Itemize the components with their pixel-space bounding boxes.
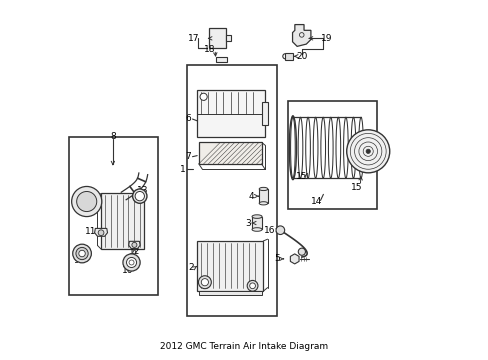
Ellipse shape <box>259 187 267 190</box>
Text: 3: 3 <box>244 219 250 228</box>
Circle shape <box>122 254 140 271</box>
Bar <box>287 101 376 209</box>
Circle shape <box>132 189 147 203</box>
Bar <box>215 57 226 62</box>
Circle shape <box>135 192 144 201</box>
Ellipse shape <box>251 228 262 231</box>
Text: 1: 1 <box>180 165 185 174</box>
Text: 17: 17 <box>187 34 199 43</box>
Polygon shape <box>94 228 107 236</box>
Text: 5: 5 <box>273 255 279 264</box>
Circle shape <box>73 244 91 263</box>
Circle shape <box>77 192 97 212</box>
Text: 2012 GMC Terrain Air Intake Diagram: 2012 GMC Terrain Air Intake Diagram <box>160 342 328 351</box>
Text: 14: 14 <box>310 197 321 206</box>
Polygon shape <box>292 24 310 46</box>
Text: 2: 2 <box>188 264 194 273</box>
Text: 12: 12 <box>128 247 140 256</box>
Text: 15: 15 <box>350 183 362 192</box>
Text: 8: 8 <box>110 132 116 141</box>
Circle shape <box>200 93 207 100</box>
Circle shape <box>72 186 102 217</box>
Bar <box>198 142 261 164</box>
Ellipse shape <box>251 215 262 219</box>
Circle shape <box>346 130 389 173</box>
Circle shape <box>201 279 208 286</box>
Bar <box>101 193 144 249</box>
Text: 16: 16 <box>264 226 275 235</box>
Bar <box>251 217 262 229</box>
Bar <box>198 291 261 296</box>
Text: c: c <box>130 260 133 265</box>
Circle shape <box>298 248 305 255</box>
Text: 19: 19 <box>321 34 332 43</box>
Circle shape <box>98 230 104 235</box>
Bar <box>226 36 230 41</box>
Circle shape <box>198 276 211 289</box>
Text: 18: 18 <box>203 45 215 54</box>
Bar <box>197 90 265 137</box>
Bar <box>187 65 276 316</box>
Bar <box>197 241 263 291</box>
Circle shape <box>132 242 137 247</box>
Text: 11: 11 <box>85 227 97 236</box>
Text: 10: 10 <box>122 266 133 275</box>
Circle shape <box>366 149 369 153</box>
Bar <box>285 53 293 59</box>
Polygon shape <box>290 254 299 264</box>
Text: 6: 6 <box>185 114 191 123</box>
Bar <box>208 28 226 48</box>
Circle shape <box>247 280 258 291</box>
Bar <box>259 189 267 203</box>
Bar <box>69 137 158 295</box>
Circle shape <box>249 283 255 289</box>
Text: 9: 9 <box>73 256 79 265</box>
Circle shape <box>276 226 284 234</box>
Text: 7: 7 <box>185 152 191 161</box>
Text: 20: 20 <box>296 52 307 61</box>
Ellipse shape <box>259 202 267 205</box>
Polygon shape <box>128 241 140 248</box>
Text: 13: 13 <box>136 185 148 194</box>
Circle shape <box>126 257 136 267</box>
Text: 4: 4 <box>248 192 254 201</box>
Bar <box>261 102 267 125</box>
Text: 15: 15 <box>296 172 307 181</box>
Circle shape <box>76 247 88 260</box>
Circle shape <box>79 250 85 257</box>
